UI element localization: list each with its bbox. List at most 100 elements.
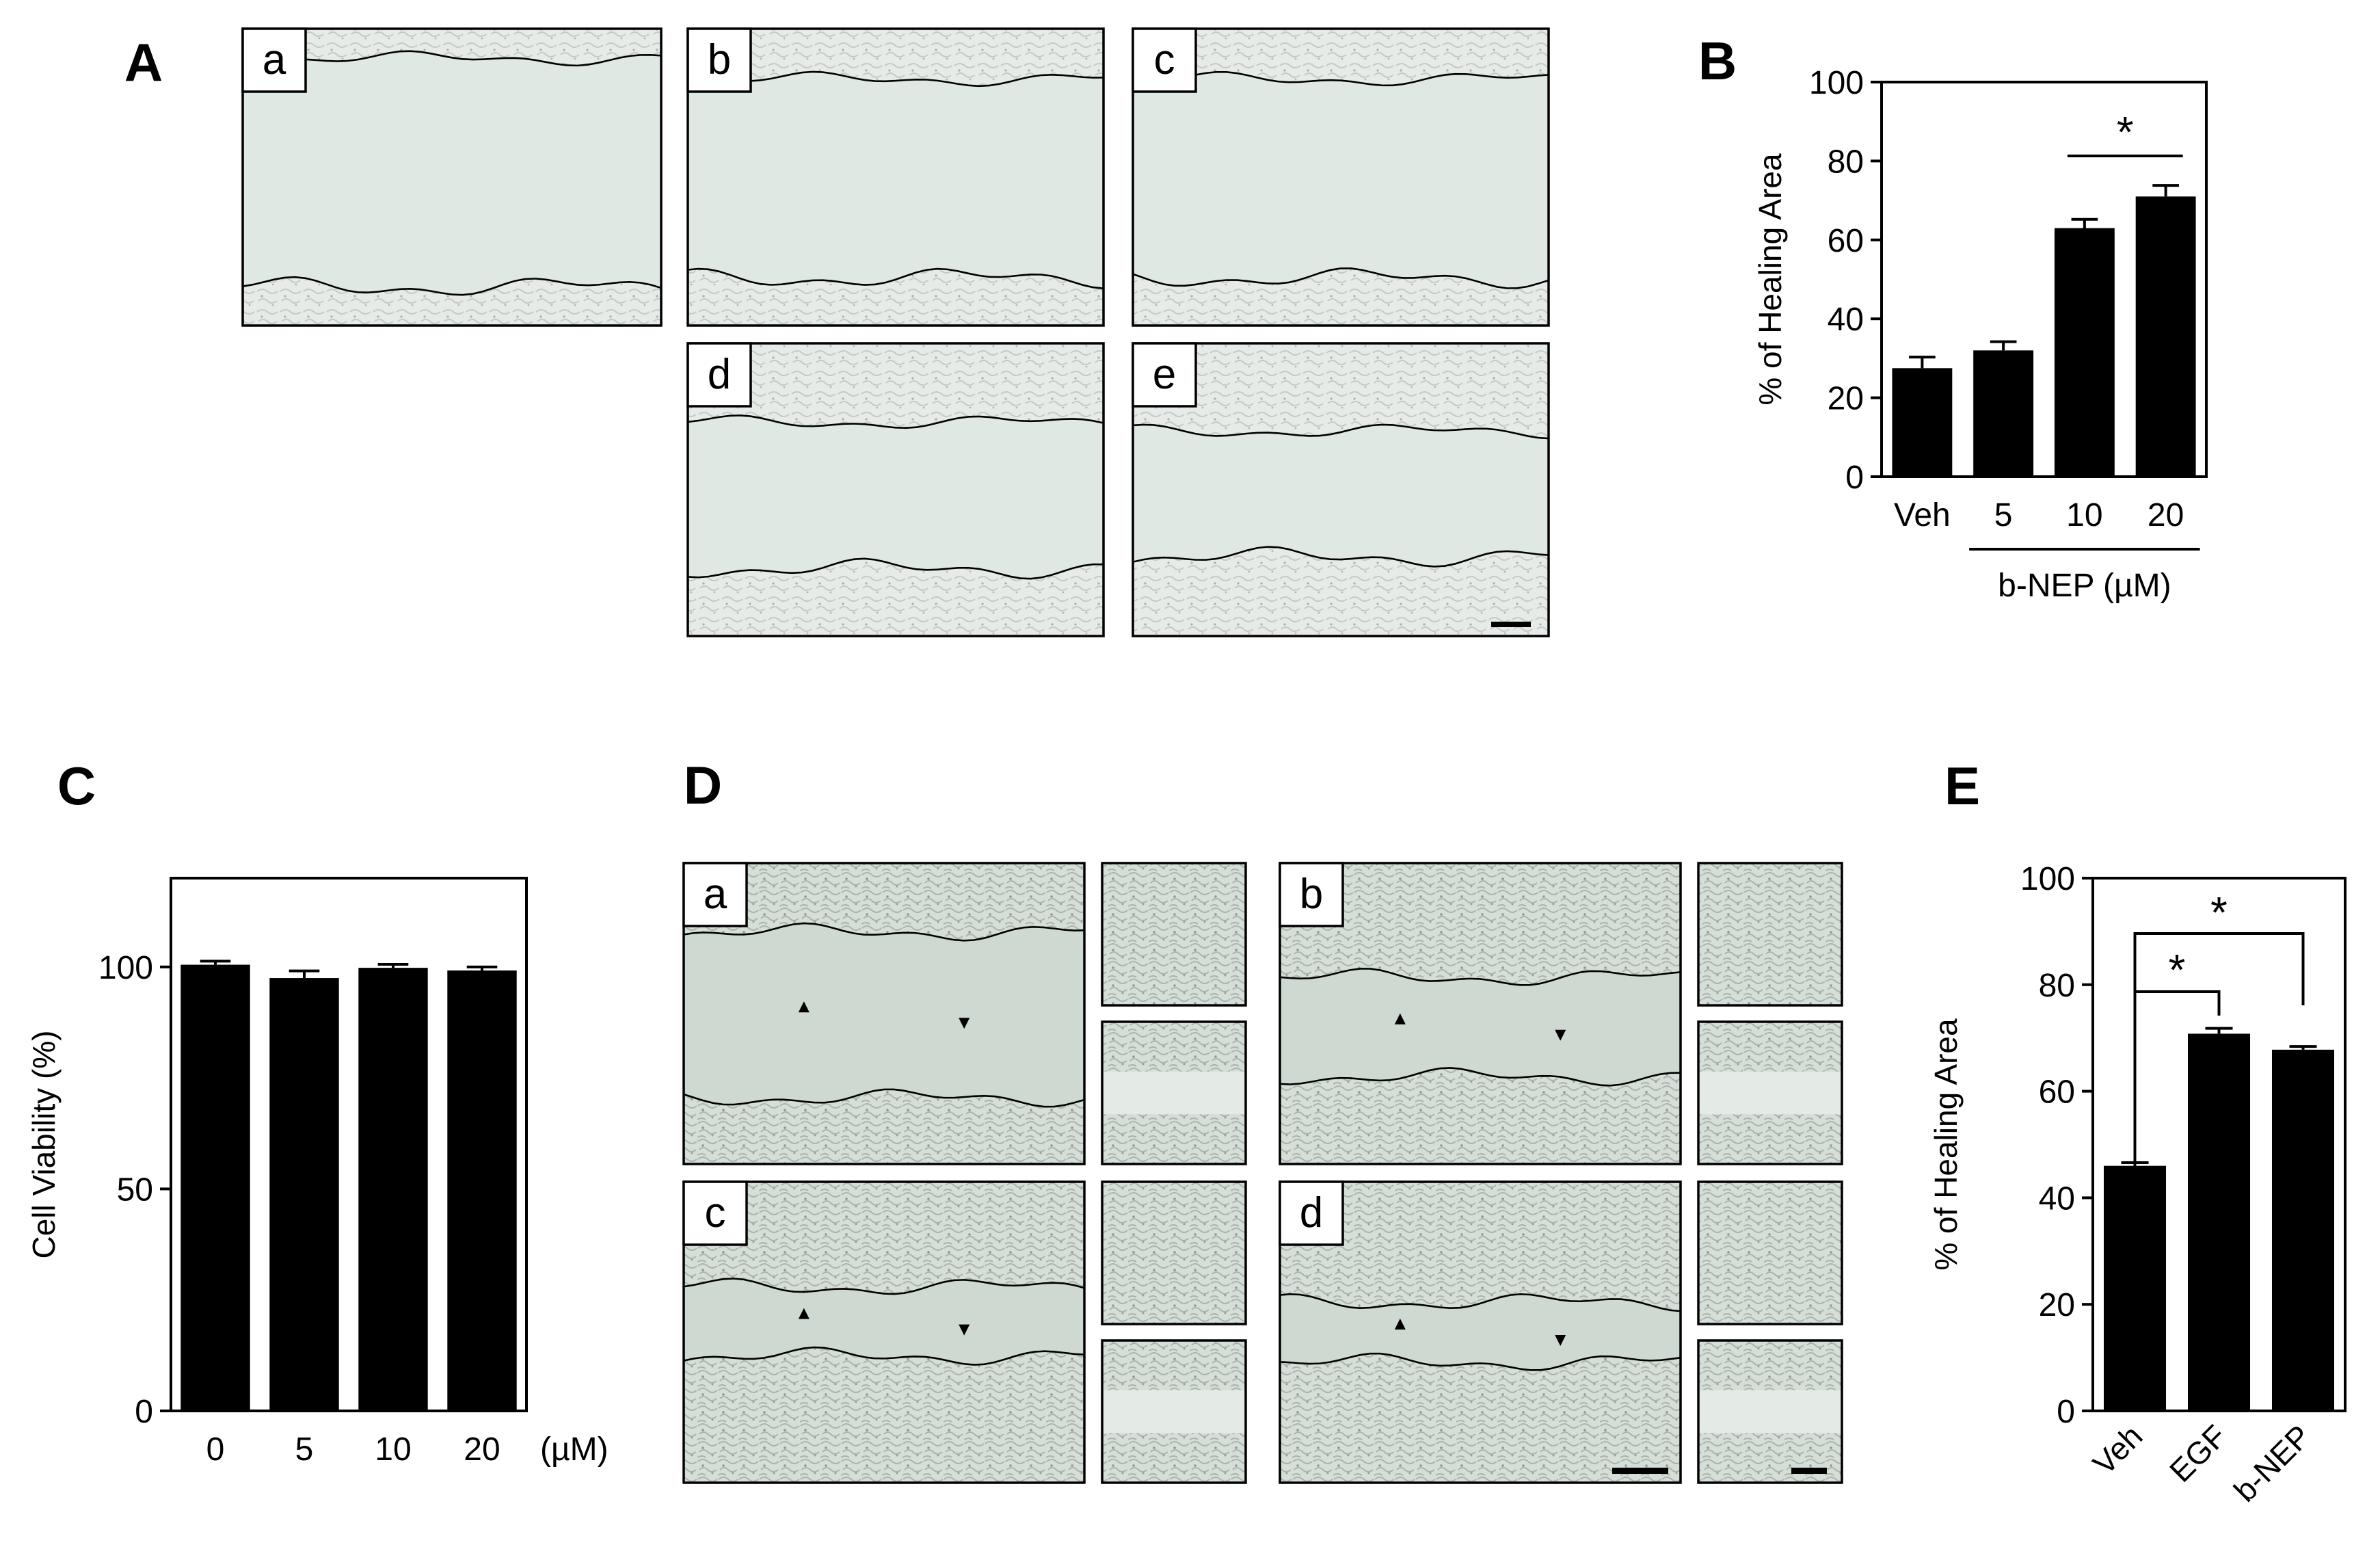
inset-gap xyxy=(1698,1071,1842,1115)
arrowhead-down xyxy=(959,1018,970,1029)
inset-cells-bottom xyxy=(1102,1114,1246,1164)
wound-edge-lower xyxy=(242,276,662,296)
subpanel-label-box xyxy=(682,1180,748,1246)
scale-bar-main xyxy=(1612,1468,1668,1474)
arrowhead-up xyxy=(1394,1013,1406,1024)
arrowhead-down xyxy=(1555,1029,1566,1041)
x-tick-label: 5 xyxy=(295,1431,314,1468)
significance-star: * xyxy=(2169,945,2186,994)
well-background xyxy=(243,29,661,326)
inset-frame xyxy=(1101,1180,1247,1325)
cell-sheet-lower xyxy=(688,558,1104,636)
micrograph-A-e: e xyxy=(1132,342,1550,637)
wound-edge-lower xyxy=(683,1088,1085,1108)
arrowhead-down xyxy=(959,1324,970,1336)
wound-edge-upper xyxy=(687,70,1104,88)
chart-C: C 0 50 100 Cell Viability (%) 0 5 10 20 (µM) xyxy=(26,756,609,1468)
x-tick-label: 10 xyxy=(375,1431,411,1468)
image-frame xyxy=(682,1180,1086,1484)
micrograph-D-d: d xyxy=(1279,1180,1682,1484)
subpanel-label: a xyxy=(263,36,286,83)
image-frame xyxy=(1279,862,1682,1165)
image-frame xyxy=(1132,27,1550,327)
y-tick-label: 60 xyxy=(2039,1074,2075,1111)
y-tick-label: 100 xyxy=(2020,861,2075,897)
significance-star: * xyxy=(2210,888,2228,937)
wound-edge-upper xyxy=(242,50,662,67)
inset-frame xyxy=(1697,1180,1843,1325)
chart-B: B 0 20 40 60 80 100 % of Healing Area Veh 5 10 20 b-… xyxy=(1698,31,2208,604)
micrograph-D-b: b xyxy=(1279,862,1682,1165)
significance-bracket-veh-egf xyxy=(2133,990,2221,1351)
y-tick-label: 40 xyxy=(2039,1180,2075,1217)
x-unit-label: (µM) xyxy=(540,1431,609,1468)
wound-edge-upper xyxy=(1132,70,1549,87)
wound-edge-lower xyxy=(687,557,1104,580)
micrograph-D-a: a xyxy=(682,862,1086,1165)
subpanel-label: d xyxy=(1300,1189,1323,1237)
y-axis-label: % of Healing Area xyxy=(1928,1018,1964,1271)
subpanel-label-box xyxy=(682,862,748,927)
cell-sheet-upper xyxy=(1133,29,1549,85)
bar-Veh xyxy=(1892,368,1953,477)
x-tick-label: 5 xyxy=(1994,497,2013,533)
arrowhead-up xyxy=(798,1001,810,1013)
y-tick-label: 20 xyxy=(2039,1287,2075,1323)
image-frame xyxy=(241,27,663,327)
subpanel-label: b xyxy=(1300,871,1323,918)
subpanel-label-box xyxy=(241,27,307,93)
y-tick-label: 80 xyxy=(2039,968,2075,1004)
inset-lower-D-a xyxy=(1101,1020,1247,1165)
wound-edge-upper xyxy=(1279,1293,1681,1312)
wound-edge-lower xyxy=(1132,267,1549,289)
inset-gap xyxy=(1102,1390,1246,1433)
cell-sheet-upper xyxy=(684,863,1084,941)
image-frame xyxy=(686,342,1105,637)
panel-label-E: E xyxy=(1944,756,1980,816)
bar-5 xyxy=(1973,350,2034,477)
panel-label-B: B xyxy=(1698,31,1737,91)
bar-0 xyxy=(180,964,250,1411)
bar-b-NEP xyxy=(2271,1049,2335,1411)
cell-sheet-upper xyxy=(688,343,1104,428)
plot-frame xyxy=(1880,81,2208,478)
image-frame xyxy=(1279,1180,1682,1484)
inset-background xyxy=(1102,1182,1246,1324)
inset-lower-D-c xyxy=(1101,1339,1247,1484)
inset-cells-bottom xyxy=(1698,1114,1842,1164)
image-frame xyxy=(1132,342,1550,637)
inset-frame xyxy=(1697,862,1843,1007)
y-tick-label: 0 xyxy=(135,1394,153,1430)
x-tick-label: Veh xyxy=(2086,1418,2150,1481)
cell-sheet-upper xyxy=(243,29,661,66)
significance-star: * xyxy=(2117,107,2134,157)
inset-upper-D-c xyxy=(1101,1180,1247,1325)
wound-edge-lower xyxy=(1279,1067,1681,1087)
cell-sheet-lower xyxy=(243,277,661,326)
inset-lower-D-b xyxy=(1697,1020,1843,1165)
subpanel-label: b xyxy=(708,36,731,83)
inset-lower-D-d xyxy=(1697,1339,1843,1484)
inset-frame xyxy=(1697,1020,1843,1165)
bar-EGF xyxy=(2187,1033,2251,1411)
cell-sheet-lower xyxy=(688,269,1104,326)
inset-upper-D-b xyxy=(1697,862,1843,1007)
wound-edge-upper xyxy=(1279,968,1681,986)
inset-background xyxy=(1698,1182,1842,1324)
y-tick-label: 100 xyxy=(98,950,153,986)
cell-sheet-upper xyxy=(1280,1182,1681,1312)
arrowhead-down xyxy=(1555,1335,1566,1346)
y-tick-label: 0 xyxy=(2057,1394,2075,1430)
subpanel-label: a xyxy=(704,871,727,918)
panel-D: Da b c d xyxy=(682,755,1843,1484)
subpanel-label-box xyxy=(686,27,752,93)
subpanel-label: c xyxy=(1154,36,1175,83)
cell-sheet-lower xyxy=(684,1347,1084,1483)
cell-sheet-upper xyxy=(688,29,1104,86)
y-axis-label: % of Healing Area xyxy=(1752,153,1788,406)
wound-edge-upper xyxy=(1132,423,1549,440)
inset-background xyxy=(1102,863,1246,1005)
bar-10 xyxy=(2054,228,2115,477)
significance-bracket-veh-bnep xyxy=(2133,932,2305,1005)
